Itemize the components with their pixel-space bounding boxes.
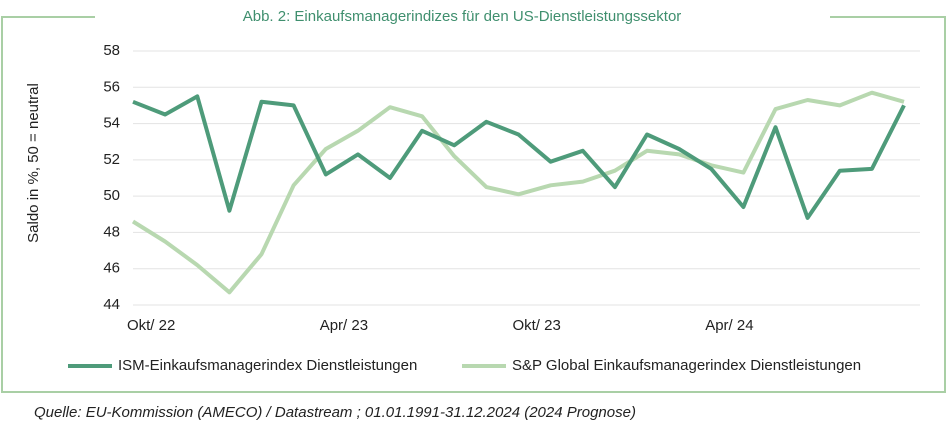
frame: [1, 16, 946, 393]
y-tick-label: 46: [103, 260, 120, 277]
line-series: [131, 90, 905, 295]
y-tick-label: 52: [103, 151, 120, 168]
legend-label: ISM-Einkaufsmanagerindex Dienstleistunge…: [118, 357, 417, 374]
chart-title: Abb. 2: Einkaufsmanagerindizes für den U…: [243, 8, 682, 25]
y-tick-label: 50: [103, 187, 120, 204]
y-axis-label: Saldo in %, 50 = neutral: [25, 83, 42, 243]
y-tick-label: 58: [103, 42, 120, 59]
y-tick-label: 56: [103, 78, 120, 95]
y-tick-label: 44: [103, 296, 120, 313]
x-tick-label: Okt/ 22: [127, 317, 175, 334]
x-tick-label: Apr/ 23: [320, 317, 368, 334]
y-tick-label: 54: [103, 115, 120, 132]
x-tick-label: Okt/ 23: [512, 317, 560, 334]
line-series: [132, 94, 906, 220]
source: Quelle: EU-Kommission (AMECO) / Datastre…: [34, 404, 636, 421]
legend-label: S&P Global Einkaufsmanagerindex Dienstle…: [512, 357, 861, 374]
x-tick-label: Apr/ 24: [705, 317, 753, 334]
y-tick-label: 48: [103, 223, 120, 240]
